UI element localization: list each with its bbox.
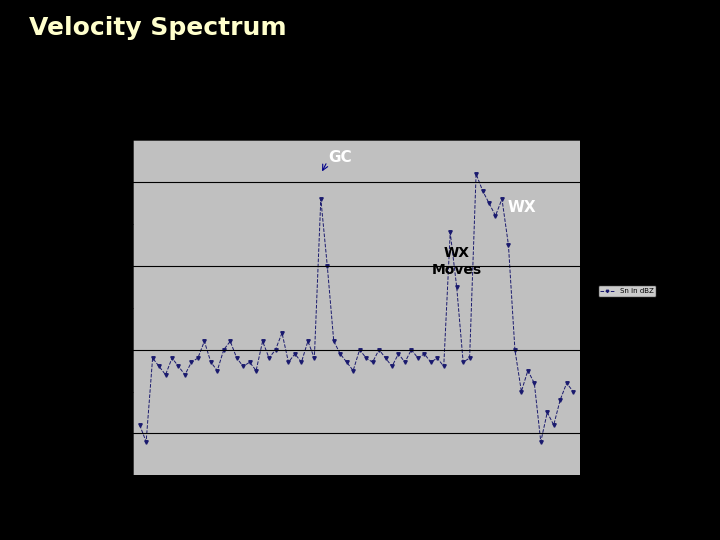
Sn in dBZ: [142, 438, 150, 445]
Text: WX
Moves: WX Moves: [431, 246, 482, 278]
Text: GC: GC: [328, 150, 352, 165]
Sn in dBZ: [536, 438, 545, 445]
Line: Sn in dBZ: Sn in dBZ: [138, 172, 575, 443]
Sn in dBZ: [569, 388, 577, 395]
X-axis label: N: N: [353, 497, 360, 508]
Sn in dBZ: [433, 355, 441, 361]
Legend: Sn in dBZ: Sn in dBZ: [598, 285, 657, 297]
Sn in dBZ: [543, 409, 552, 416]
Text: Velocity Spectrum: Velocity Spectrum: [29, 16, 287, 40]
Sn in dBZ: [452, 284, 461, 290]
Sn in dBZ: [135, 422, 144, 428]
Title: N: n=7
Stationary: N: n=7 Stationary: [315, 109, 397, 139]
Sn in dBZ: [491, 212, 500, 219]
Sn in dBZ: [530, 380, 539, 387]
Sn in dBZ: [472, 171, 480, 177]
Y-axis label: Sn in dB: Sn in dB: [100, 291, 109, 325]
Text: WX: WX: [507, 200, 536, 215]
